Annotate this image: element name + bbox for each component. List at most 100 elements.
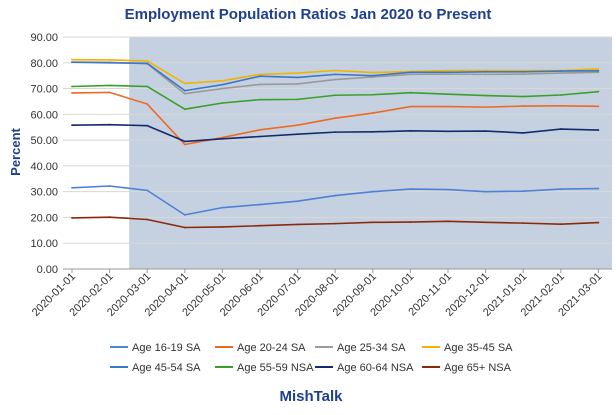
- y-tick-label: 0.00: [37, 264, 58, 276]
- data-point: [371, 74, 374, 77]
- data-point: [447, 130, 449, 133]
- data-point: [146, 189, 149, 192]
- legend-label: Age 55-59 NSA: [237, 362, 314, 374]
- data-point: [146, 62, 149, 65]
- legend-label: Age 35-45 SA: [444, 342, 513, 354]
- y-tick-label: 10.00: [30, 238, 58, 250]
- data-point: [334, 131, 337, 134]
- data-point: [71, 61, 73, 64]
- data-point: [522, 69, 525, 72]
- data-point: [597, 105, 600, 108]
- data-point: [371, 76, 374, 78]
- data-point: [447, 71, 449, 74]
- data-point: [71, 124, 73, 127]
- data-point: [447, 73, 449, 76]
- data-point: [597, 68, 600, 70]
- series-age-65-nsa: [71, 216, 600, 229]
- data-point: [183, 143, 186, 146]
- data-point: [108, 59, 111, 61]
- data-point: [559, 70, 562, 72]
- data-point: [259, 135, 261, 138]
- series-age-45-54-sa: [71, 61, 600, 92]
- data-point: [296, 124, 299, 127]
- data-point: [447, 105, 449, 108]
- data-point: [559, 223, 562, 226]
- data-point: [259, 98, 261, 101]
- data-point: [559, 94, 562, 96]
- data-point: [409, 71, 412, 74]
- data-point: [409, 105, 412, 108]
- data-point: [108, 84, 111, 87]
- legend-item: Age 65+ NSA: [422, 362, 512, 374]
- series-age-25-34-sa: [71, 61, 600, 95]
- legend-label: Age 60-64 NSA: [337, 362, 414, 374]
- legend-label: Age 65+ NSA: [444, 362, 512, 374]
- y-tick-label: 70.00: [30, 84, 58, 96]
- data-point: [334, 222, 337, 225]
- series-age-20-24-sa: [71, 91, 600, 146]
- data-point: [221, 79, 224, 82]
- data-point: [484, 221, 487, 224]
- y-tick-label: 20.00: [30, 212, 58, 224]
- data-point: [71, 217, 73, 219]
- series-age-60-64-nsa: [71, 123, 600, 143]
- legend-label: Age 45-54 SA: [132, 362, 201, 374]
- data-point: [597, 90, 600, 93]
- data-point: [108, 123, 111, 126]
- data-point: [334, 69, 337, 72]
- data-point: [221, 136, 224, 139]
- data-point: [146, 218, 149, 221]
- data-point: [296, 223, 299, 226]
- data-point: [371, 93, 374, 96]
- data-point: [522, 95, 525, 98]
- series-age-16-19-sa: [71, 185, 600, 216]
- series-lines: [71, 58, 600, 229]
- data-point: [296, 98, 299, 101]
- data-point: [334, 73, 337, 76]
- data-point: [597, 187, 600, 190]
- legend-item: Age 45-54 SA: [110, 362, 201, 374]
- data-point: [296, 200, 299, 203]
- data-point: [409, 73, 412, 76]
- data-point: [484, 70, 487, 73]
- data-point: [522, 222, 525, 225]
- data-point: [371, 71, 374, 74]
- data-point: [484, 69, 487, 72]
- data-point: [559, 128, 562, 130]
- y-tick-label: 80.00: [30, 58, 58, 70]
- data-point: [146, 60, 149, 62]
- data-point: [484, 190, 487, 193]
- data-point: [559, 104, 562, 107]
- legend-item: Age 55-59 NSA: [215, 362, 314, 374]
- legend-item: Age 20-24 SA: [215, 342, 306, 354]
- legend-item: Age 16-19 SA: [110, 342, 201, 354]
- data-point: [108, 61, 111, 64]
- data-point: [296, 72, 299, 74]
- data-point: [409, 221, 412, 223]
- y-tick-label: 40.00: [30, 161, 58, 173]
- data-point: [183, 226, 186, 229]
- chart-title: Employment Population Ratios Jan 2020 to…: [125, 6, 492, 23]
- data-point: [447, 69, 449, 72]
- y-tick-label: 30.00: [30, 187, 58, 199]
- data-point: [221, 102, 224, 104]
- data-point: [559, 188, 562, 190]
- data-point: [259, 224, 261, 227]
- data-point: [296, 76, 299, 79]
- data-point: [409, 188, 412, 190]
- data-point: [484, 94, 487, 97]
- data-point: [522, 131, 525, 134]
- data-point: [334, 194, 337, 197]
- data-point: [259, 128, 261, 131]
- data-point: [597, 71, 600, 74]
- y-axis: 0.00 10.00 20.00 30.00 40.00 50.00 60.00 70.00 8…: [30, 32, 58, 276]
- x-axis: 2020-01-012020-02-012020-03-012020-04-01…: [30, 269, 605, 319]
- data-point: [447, 220, 449, 223]
- data-point: [146, 85, 149, 88]
- data-point: [146, 103, 149, 105]
- legend-label: Age 16-19 SA: [132, 342, 201, 354]
- data-point: [259, 75, 261, 78]
- data-point: [108, 216, 111, 219]
- data-point: [559, 72, 562, 74]
